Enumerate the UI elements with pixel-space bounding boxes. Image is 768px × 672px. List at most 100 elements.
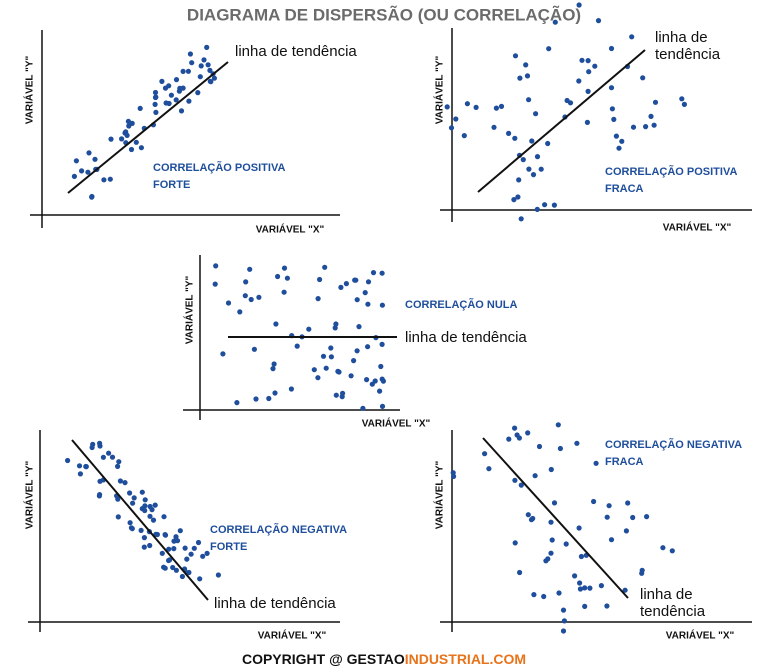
trend-label: tendência bbox=[640, 603, 706, 620]
dot bbox=[543, 558, 549, 564]
dot bbox=[660, 545, 666, 551]
dot bbox=[141, 544, 147, 550]
dot bbox=[586, 69, 592, 75]
dot bbox=[173, 534, 179, 540]
dot bbox=[561, 618, 568, 624]
dot bbox=[225, 300, 232, 306]
dot bbox=[585, 88, 591, 94]
dot bbox=[576, 525, 582, 531]
dot bbox=[96, 493, 102, 499]
dot bbox=[198, 63, 204, 69]
trend-label: linha de tendência bbox=[405, 329, 527, 346]
correlation-label: CORRELAÇÃO NEGATIVA bbox=[605, 438, 742, 451]
dot bbox=[322, 264, 328, 270]
dot bbox=[473, 104, 479, 110]
dot bbox=[523, 62, 529, 68]
dot bbox=[557, 445, 564, 452]
dot bbox=[525, 512, 531, 518]
dot bbox=[161, 514, 167, 520]
dot bbox=[536, 443, 543, 450]
dot bbox=[348, 373, 354, 379]
dot bbox=[532, 473, 538, 479]
dot bbox=[551, 202, 558, 208]
trend-line bbox=[67, 61, 229, 194]
dot bbox=[204, 550, 210, 557]
dot bbox=[124, 132, 130, 138]
dot bbox=[251, 346, 257, 352]
dot bbox=[545, 140, 551, 147]
dot bbox=[538, 166, 544, 172]
dot bbox=[339, 394, 345, 400]
dot bbox=[353, 277, 359, 283]
dot bbox=[248, 296, 254, 303]
dot bbox=[141, 535, 147, 541]
dot bbox=[174, 538, 181, 544]
dot bbox=[582, 603, 588, 610]
dot bbox=[83, 463, 89, 470]
dot bbox=[514, 432, 520, 438]
dot bbox=[525, 430, 531, 436]
dot bbox=[534, 206, 540, 212]
dot bbox=[608, 537, 615, 543]
x-axis-label: VARIÁVEL "X" bbox=[256, 223, 325, 236]
dot bbox=[598, 583, 605, 589]
dot bbox=[533, 111, 539, 117]
dot bbox=[97, 443, 103, 449]
dot bbox=[131, 495, 137, 501]
dot bbox=[450, 470, 456, 476]
dot bbox=[159, 78, 165, 84]
dot bbox=[643, 124, 649, 130]
dot bbox=[453, 116, 459, 122]
dot bbox=[177, 85, 183, 91]
dot bbox=[681, 101, 688, 107]
dot bbox=[130, 500, 136, 506]
dot bbox=[377, 388, 383, 394]
title: DIAGRAMA DE DISPERSÃO (OU CORRELAÇÃO) bbox=[187, 4, 581, 24]
dot bbox=[548, 550, 554, 556]
dot bbox=[163, 100, 169, 106]
dot bbox=[150, 517, 157, 523]
dot bbox=[517, 569, 523, 576]
dot bbox=[212, 281, 218, 287]
dot bbox=[147, 542, 153, 549]
correlation-label: CORRELAÇÃO POSITIVA bbox=[153, 161, 285, 174]
dot bbox=[142, 507, 148, 514]
dot bbox=[524, 73, 531, 79]
dot bbox=[284, 275, 290, 281]
dot bbox=[152, 101, 158, 107]
dot bbox=[127, 490, 133, 496]
dot bbox=[159, 550, 165, 556]
dot bbox=[281, 289, 287, 295]
dot bbox=[315, 296, 321, 302]
dot bbox=[511, 425, 518, 431]
dot bbox=[328, 354, 334, 360]
dot bbox=[180, 68, 186, 74]
dot bbox=[606, 503, 612, 509]
dot bbox=[311, 367, 317, 373]
dot bbox=[526, 97, 532, 103]
dot bbox=[516, 177, 522, 183]
dot bbox=[108, 136, 114, 142]
dot bbox=[378, 363, 384, 370]
dot bbox=[86, 150, 92, 156]
dot bbox=[166, 546, 172, 552]
dot bbox=[548, 466, 554, 473]
dot bbox=[179, 573, 185, 580]
dot bbox=[379, 341, 385, 347]
dot bbox=[237, 309, 243, 315]
dot bbox=[548, 519, 554, 525]
dot bbox=[109, 454, 116, 460]
dot bbox=[595, 18, 602, 24]
dot bbox=[518, 216, 524, 222]
dot bbox=[379, 270, 385, 276]
dot bbox=[651, 122, 657, 128]
trend-label: tendência bbox=[655, 46, 721, 63]
dot bbox=[173, 567, 179, 573]
dot bbox=[486, 466, 492, 472]
dot bbox=[578, 553, 585, 560]
dot bbox=[640, 75, 646, 81]
dot bbox=[369, 381, 375, 387]
trend-label: linha de tendência bbox=[214, 595, 336, 612]
dot bbox=[518, 482, 524, 488]
dot bbox=[294, 343, 300, 349]
